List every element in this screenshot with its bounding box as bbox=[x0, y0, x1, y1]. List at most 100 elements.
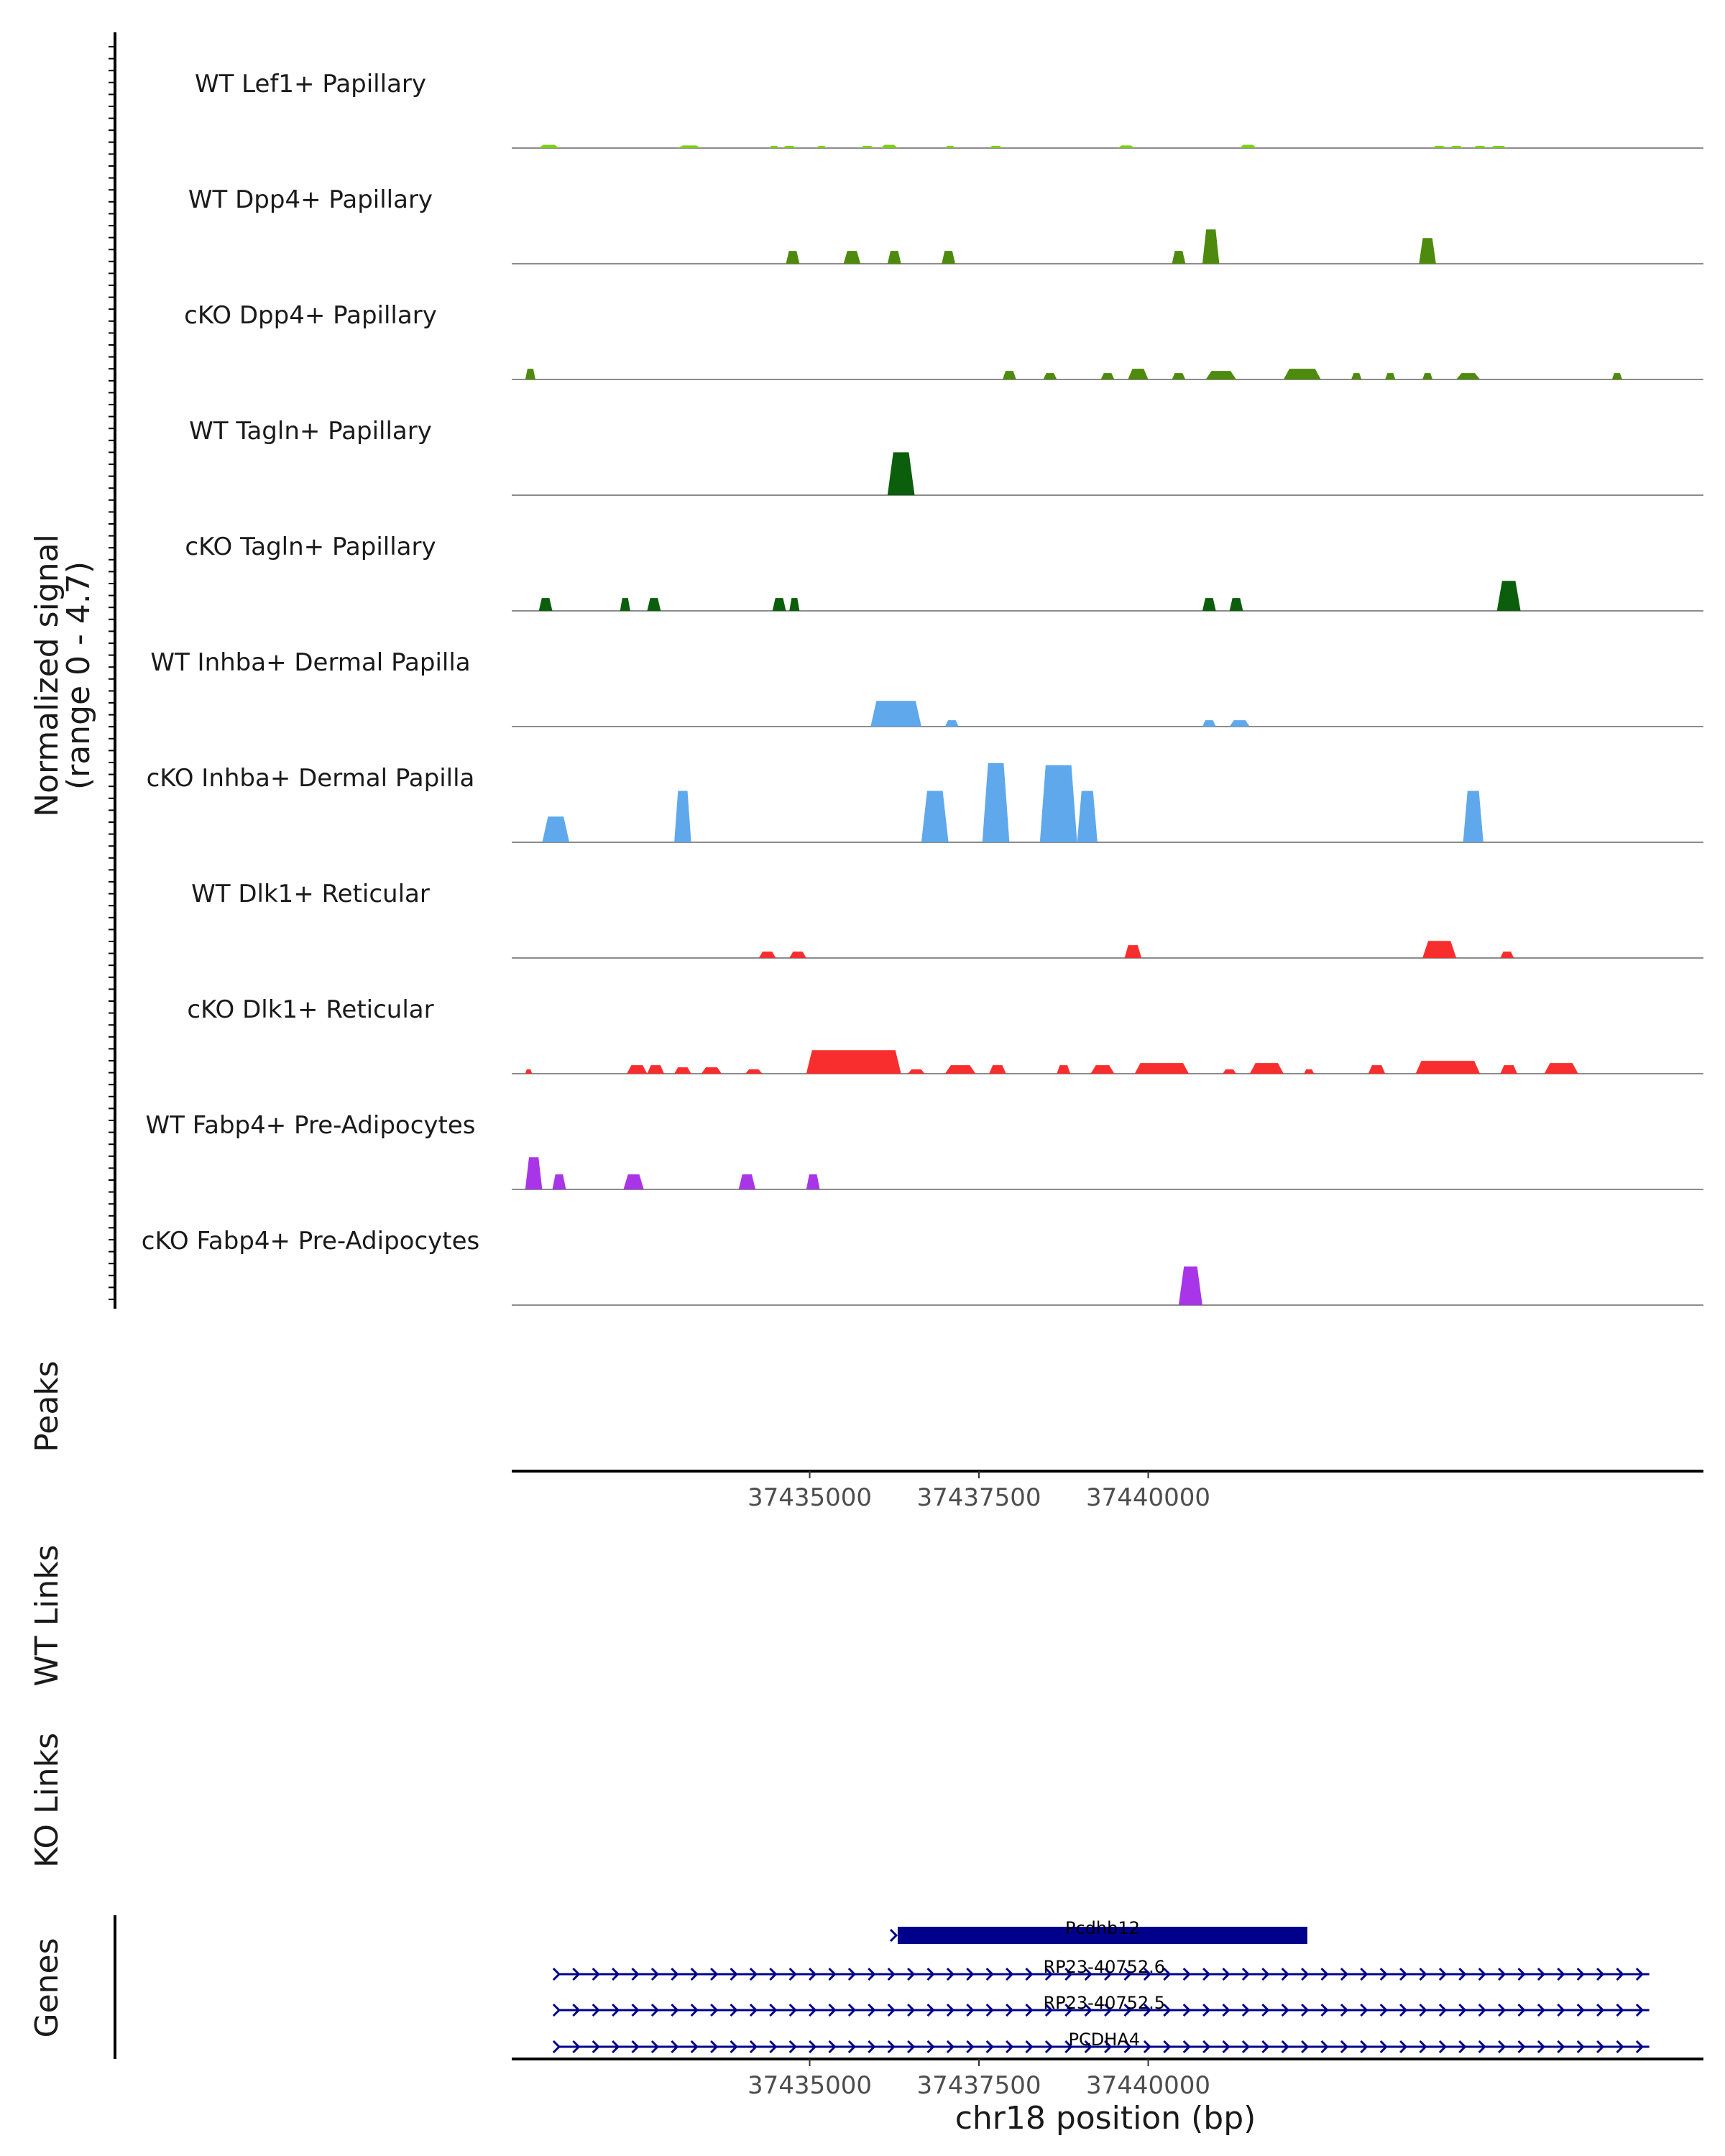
peaks-panel: Peaks 37435000 37437500 37440000 bbox=[29, 1360, 1703, 1512]
strand-arrow bbox=[1557, 2040, 1565, 2054]
ko-links-panel: KO Links bbox=[29, 1733, 65, 1868]
strand-arrow bbox=[847, 2003, 857, 2017]
signal-y-axis bbox=[109, 32, 116, 1309]
strand-arrow bbox=[887, 2040, 896, 2054]
signal-peak bbox=[942, 251, 955, 264]
signal-peak bbox=[944, 1065, 976, 1074]
x-tick-label: 37435000 bbox=[748, 1483, 872, 1512]
coverage-track: WT Tagln+ Papillary bbox=[189, 417, 1703, 496]
strand-arrow bbox=[1576, 1967, 1585, 1981]
track-label: WT Dlk1+ Reticular bbox=[191, 880, 430, 908]
strand-arrow bbox=[1143, 1967, 1152, 1981]
strand-arrow bbox=[612, 2003, 620, 2017]
strand-arrow bbox=[1006, 2003, 1014, 2017]
strand-arrow bbox=[1241, 1967, 1251, 1981]
signal-peak bbox=[1544, 1063, 1578, 1074]
strand-arrow bbox=[809, 2003, 817, 2017]
signal-peak bbox=[1415, 1061, 1481, 1074]
strand-arrow bbox=[907, 1967, 916, 1981]
strand-arrow bbox=[946, 1967, 955, 1981]
strand-arrow bbox=[671, 2040, 679, 2054]
signal-peak bbox=[772, 598, 786, 611]
strand-arrow bbox=[1202, 1967, 1211, 1981]
signal-peak bbox=[647, 1065, 664, 1074]
signal-peak bbox=[1202, 229, 1220, 264]
signal-peak bbox=[758, 952, 776, 958]
strand-arrow bbox=[1498, 2003, 1506, 2017]
strand-arrow bbox=[926, 2003, 935, 2017]
strand-arrow bbox=[690, 2040, 699, 2054]
signal-peak bbox=[989, 1065, 1006, 1074]
signal-peak bbox=[1490, 146, 1507, 148]
strand-arrow bbox=[612, 2040, 620, 2054]
strand-arrow bbox=[1202, 2040, 1211, 2054]
gene-model: PCDHA4 bbox=[552, 2030, 1650, 2054]
signal-peak bbox=[1239, 144, 1257, 148]
strand-arrow bbox=[1301, 2040, 1310, 2054]
signal-peak bbox=[1100, 373, 1115, 379]
strand-arrow bbox=[926, 1967, 935, 1981]
strand-arrow bbox=[1044, 2040, 1054, 2054]
gene-label: RP23-40752.6 bbox=[1043, 1957, 1165, 1977]
strand-arrow bbox=[1340, 1967, 1349, 1981]
signal-peak bbox=[1202, 598, 1216, 611]
signal-peak bbox=[1283, 369, 1321, 379]
strand-arrow bbox=[1064, 2003, 1073, 2017]
coverage-track: WT Inhba+ Dermal Papilla bbox=[150, 648, 1703, 727]
strand-arrow bbox=[1340, 2040, 1349, 2054]
strand-arrow bbox=[1241, 2003, 1251, 2017]
signal-peak bbox=[843, 251, 861, 264]
x-tick-label: 37435000 bbox=[748, 2071, 872, 2100]
strand-arrow bbox=[1596, 2040, 1605, 2054]
strand-arrow bbox=[769, 2003, 778, 2017]
strand-arrow bbox=[1025, 2040, 1034, 2054]
strand-arrow bbox=[788, 1967, 797, 1981]
signal-peak bbox=[745, 1069, 763, 1074]
strand-arrow bbox=[1616, 1967, 1624, 1981]
strand-arrow bbox=[769, 1967, 778, 1981]
gene-exon bbox=[897, 1927, 1307, 1944]
strand-arrow bbox=[985, 2040, 994, 2054]
strand-arrow bbox=[788, 2040, 797, 2054]
strand-arrow bbox=[1517, 2040, 1526, 2054]
strand-arrow bbox=[966, 1967, 975, 1981]
strand-arrow bbox=[887, 2003, 896, 2017]
signal-peak bbox=[1039, 765, 1077, 842]
signal-peak bbox=[1043, 373, 1057, 379]
signal-peak bbox=[782, 146, 796, 148]
signal-peak bbox=[1057, 1065, 1071, 1074]
strand-arrow bbox=[552, 2003, 561, 2017]
signal-peak bbox=[1351, 373, 1362, 379]
coverage-track: cKO Inhba+ Dermal Papilla bbox=[147, 763, 1703, 843]
strand-arrow bbox=[1006, 1967, 1014, 1981]
strand-arrow bbox=[710, 2003, 719, 2017]
track-label: cKO Fabp4+ Pre-Adipocytes bbox=[142, 1227, 480, 1256]
strand-arrow bbox=[1123, 1967, 1132, 1981]
signal-peak bbox=[769, 146, 780, 148]
signal-peak bbox=[1368, 1065, 1386, 1074]
strand-arrow bbox=[1458, 2040, 1467, 2054]
signal-peak bbox=[1611, 373, 1622, 379]
signal-peak bbox=[908, 1069, 925, 1074]
strand-arrow bbox=[868, 1967, 876, 1981]
strand-arrow bbox=[1616, 2003, 1624, 2017]
strand-arrow bbox=[1084, 2003, 1092, 2017]
strand-arrow bbox=[1104, 2003, 1113, 2017]
strand-arrow bbox=[985, 1967, 994, 1981]
strand-arrow bbox=[926, 2040, 935, 2054]
signal-peak bbox=[887, 452, 915, 495]
strand-arrow bbox=[572, 2003, 581, 2017]
coverage-track: cKO Dpp4+ Papillary bbox=[184, 301, 1703, 380]
strand-arrow bbox=[1517, 1967, 1526, 1981]
signal-peak bbox=[674, 1067, 691, 1074]
strand-arrow bbox=[1025, 1967, 1034, 1981]
strand-arrow bbox=[1163, 2040, 1172, 2054]
strand-arrow bbox=[1261, 2040, 1270, 2054]
strand-arrow bbox=[1202, 2003, 1211, 2017]
signal-peak bbox=[1090, 1065, 1115, 1074]
signal-peak bbox=[1124, 945, 1142, 958]
signal-peak bbox=[1134, 1063, 1189, 1074]
signal-peak bbox=[1419, 238, 1436, 264]
signal-peak bbox=[806, 1050, 901, 1074]
strand-arrow bbox=[1064, 2040, 1073, 2054]
